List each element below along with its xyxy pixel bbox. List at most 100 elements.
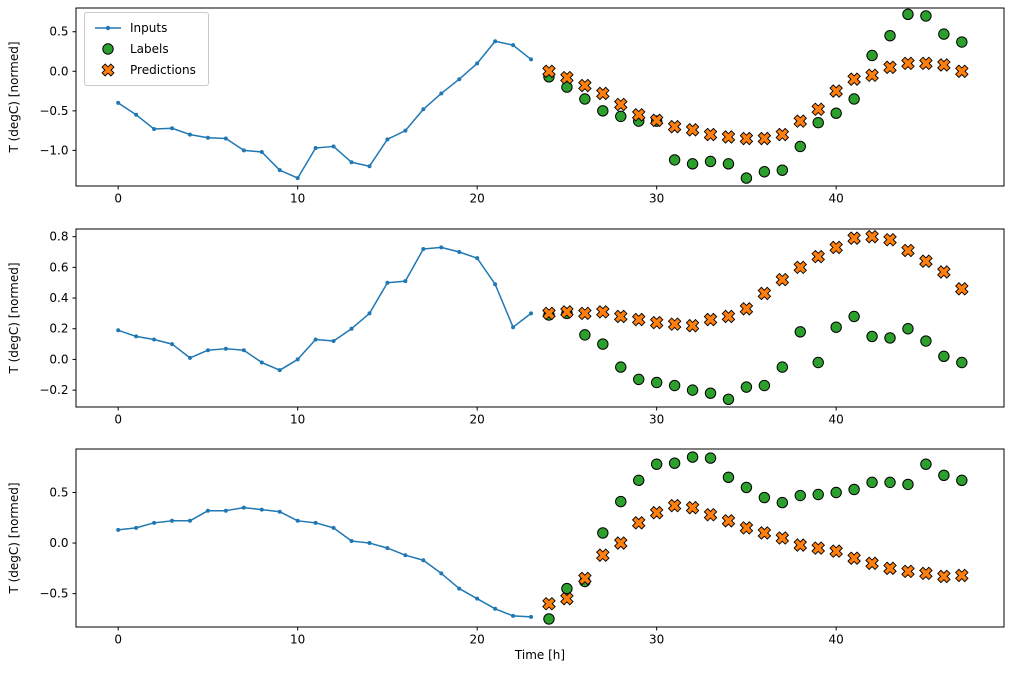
x-tick-label: 40 [829,192,844,206]
inputs-point [529,614,534,619]
labels-point [633,474,645,487]
predictions-point [667,498,682,513]
inputs-point [367,311,372,316]
inputs-point [331,525,336,530]
labels-point [794,489,806,502]
labels-point [848,93,860,105]
labels-point [830,321,842,333]
inputs-point [277,368,282,373]
predictions-point [865,68,879,83]
predictions-point [685,318,700,333]
predictions-point [685,123,700,137]
labels-point [920,458,932,470]
inputs-point [134,112,139,117]
predictions-point [793,538,808,552]
predictions-point [937,58,951,72]
x-axis-label: Time [h] [514,648,565,662]
y-tick-label: 0.5 [49,485,68,499]
predictions-point [578,78,592,93]
inputs-point [385,280,390,285]
legend-item-inputs: Inputs [93,20,196,36]
y-tick-label: 0.6 [49,260,68,274]
predictions-point [721,309,736,324]
labels-point [543,613,555,625]
x-tick-label: 20 [470,192,485,206]
x-tick-label: 20 [470,633,485,647]
y-axis-label: T (degC) [normed] [7,482,21,594]
predictions-point [667,119,682,134]
labels-point [812,117,824,129]
labels-point [579,93,591,105]
predictions-point [865,229,879,244]
predictions-point [685,500,700,515]
labels-point [615,110,627,123]
predictions-point [542,596,556,611]
labels-point [704,155,717,168]
y-tick-label: 0.2 [49,322,68,336]
y-tick-label: 0.0 [49,64,68,78]
predictions-point [919,56,933,71]
inputs-point [277,509,282,514]
predictions-point [649,315,664,330]
inputs-point [403,279,408,284]
predictions-point [955,568,969,583]
inputs-point [187,518,192,523]
inputs-point [493,39,498,44]
predictions-point [847,231,861,245]
predictions-point [901,56,915,71]
inputs-point [331,144,336,149]
predictions-point [793,260,808,275]
legend-label-labels: Labels [130,42,169,56]
inputs-point [385,546,390,551]
legend-label-predictions: Predictions [130,63,196,77]
inputs-point [349,160,354,165]
labels-point [848,483,860,496]
labels-point [740,481,753,494]
inputs-point [259,360,264,365]
predictions-point [865,556,879,571]
inputs-point [475,61,480,66]
predictions-point [596,305,610,319]
predictions-point [883,60,897,75]
labels-circle-icon [102,43,114,55]
predictions-point [578,306,592,321]
predictions-point [919,254,933,269]
predictions-point [560,591,574,606]
inputs-point [205,508,210,513]
labels-point [633,373,645,386]
inputs-point [295,518,300,523]
labels-point [920,335,932,347]
inputs-point [529,57,534,62]
axes-frame [75,448,1005,628]
inputs-point [152,520,157,525]
labels-point [938,28,950,40]
inputs-point [259,507,264,512]
labels-point [615,361,627,373]
predictions-point [631,516,646,530]
labels-point [776,496,789,509]
labels-point [758,491,771,504]
labels-point [758,379,771,392]
y-tick-label: 0.0 [49,536,68,550]
inputs-point [421,246,426,251]
labels-point [668,457,681,469]
inputs-point [170,126,175,131]
predictions-point [631,108,646,122]
inputs-point [134,525,139,530]
labels-point [884,332,896,344]
predictions-point [757,286,772,301]
labels-point [597,527,609,539]
inputs-point [116,328,121,333]
inputs-point [403,553,408,558]
inputs-point [277,168,282,173]
labels-point [686,158,699,170]
inputs-point [152,127,157,132]
axes-frame [75,228,1005,408]
inputs-point [116,100,121,105]
predictions-point [757,131,772,146]
labels-point [597,338,609,350]
labels-point [938,469,950,481]
inputs-point [313,337,318,342]
